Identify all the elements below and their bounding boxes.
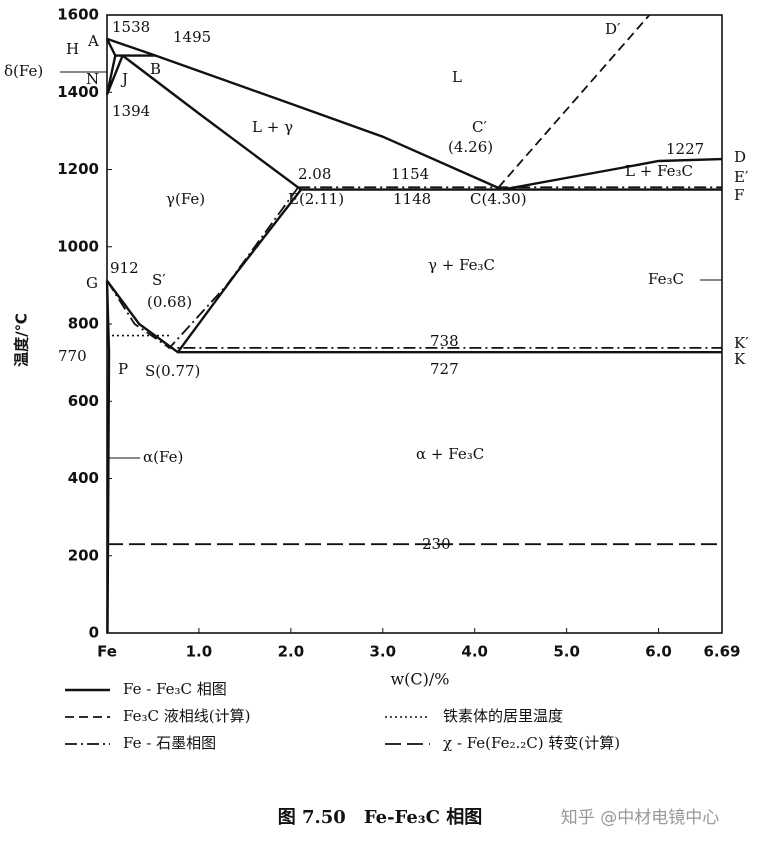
annotation: α + Fe₃C bbox=[416, 445, 484, 463]
x-tick-label: 3.0 bbox=[369, 643, 396, 661]
annotation: S(0.77) bbox=[145, 362, 200, 380]
y-tick-label: 1600 bbox=[57, 6, 99, 24]
annotation: (4.26) bbox=[448, 138, 493, 156]
annotation: D′ bbox=[605, 20, 621, 38]
annotation: 912 bbox=[110, 259, 139, 277]
annotation: (0.68) bbox=[147, 293, 192, 311]
annotation: E′ bbox=[734, 168, 749, 186]
annotation: 1148 bbox=[393, 190, 431, 208]
legend-label: Fe - 石墨相图 bbox=[123, 734, 216, 752]
annotation: S′ bbox=[152, 271, 166, 289]
annotation: 1538 bbox=[112, 18, 150, 36]
annotation: γ + Fe₃C bbox=[428, 256, 495, 274]
annotation: 1394 bbox=[112, 102, 150, 120]
annotation: K′ bbox=[734, 334, 749, 352]
annotation: δ(Fe) bbox=[4, 62, 43, 80]
annotation: A bbox=[87, 32, 99, 50]
legend-label: Fe₃C 液相线(计算) bbox=[123, 707, 250, 725]
phase-line bbox=[497, 14, 651, 188]
annotation: G bbox=[86, 274, 98, 292]
annotation: L bbox=[452, 68, 462, 86]
y-tick-label: 200 bbox=[68, 546, 99, 564]
annotation: P bbox=[118, 360, 128, 378]
annotation: 230 bbox=[422, 535, 451, 553]
annotation: 770 bbox=[58, 347, 87, 365]
watermark: 知乎 @中材电镜中心 bbox=[561, 808, 719, 828]
annotation: 738 bbox=[430, 332, 459, 350]
x-tick-label: 6.0 bbox=[645, 643, 672, 661]
annotation: E(2.11) bbox=[288, 190, 344, 208]
legend-label: χ - Fe(Fe₂.₂C) 转变(计算) bbox=[443, 734, 620, 752]
y-tick-label: 600 bbox=[68, 392, 99, 410]
annotation: F bbox=[734, 186, 744, 204]
x-tick-label: 2.0 bbox=[278, 643, 305, 661]
x-tick-label: Fe bbox=[97, 643, 117, 661]
annotation: H bbox=[66, 40, 79, 58]
y-tick-label: 800 bbox=[68, 315, 99, 333]
annotation: 2.08 bbox=[298, 165, 331, 183]
annotation: α(Fe) bbox=[143, 448, 183, 466]
x-tick-label: 6.69 bbox=[703, 643, 740, 661]
caption: 图 7.50 Fe-Fe₃C 相图 bbox=[278, 807, 483, 828]
annotation: L + Fe₃C bbox=[625, 162, 693, 180]
annotation: D bbox=[734, 148, 746, 166]
annotation: 1227 bbox=[666, 140, 704, 158]
y-tick-label: 1000 bbox=[57, 237, 99, 255]
y-tick-label: 1200 bbox=[57, 160, 99, 178]
annotation: C(4.30) bbox=[470, 190, 527, 208]
x-tick-label: 4.0 bbox=[461, 643, 488, 661]
phase-line bbox=[105, 37, 723, 634]
annotation: J bbox=[120, 70, 128, 88]
x-axis-label: w(C)/% bbox=[390, 670, 449, 689]
y-tick-label: 400 bbox=[68, 469, 99, 487]
legend-label: 铁素体的居里温度 bbox=[443, 707, 563, 725]
x-tick-label: 5.0 bbox=[553, 643, 580, 661]
annotation: γ(Fe) bbox=[166, 190, 205, 208]
annotation: L + γ bbox=[252, 118, 293, 136]
y-tick-label: 0 bbox=[89, 624, 99, 642]
annotation: 1154 bbox=[391, 165, 429, 183]
phase-line bbox=[106, 186, 722, 349]
x-tick-label: 1.0 bbox=[186, 643, 213, 661]
annotation: Fe₃C bbox=[648, 270, 684, 288]
annotation: 1495 bbox=[173, 28, 211, 46]
annotation: N bbox=[86, 70, 99, 88]
annotation: B bbox=[150, 60, 161, 78]
y-tick-label: 1400 bbox=[57, 83, 99, 101]
annotation: K bbox=[734, 350, 746, 368]
annotation: C′ bbox=[472, 118, 487, 136]
annotation: 727 bbox=[430, 360, 459, 378]
y-axis-label: 温度/℃ bbox=[13, 313, 31, 367]
legend-label: Fe - Fe₃C 相图 bbox=[123, 680, 227, 698]
